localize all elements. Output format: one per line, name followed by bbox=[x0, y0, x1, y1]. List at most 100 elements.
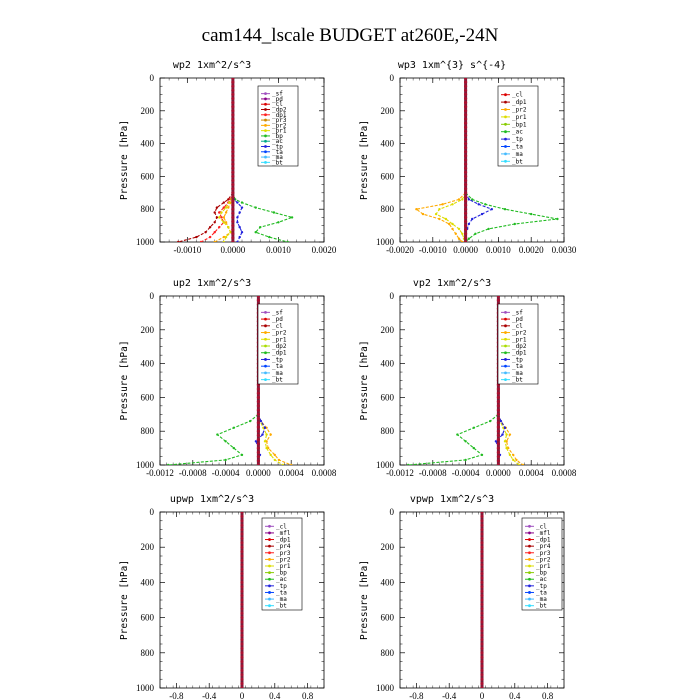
legend-marker-pd bbox=[264, 317, 267, 321]
zero-line-marker bbox=[256, 459, 260, 463]
x-tick-label: 0.0000 bbox=[221, 245, 246, 255]
zero-line-marker bbox=[240, 611, 244, 615]
zero-line-marker bbox=[231, 80, 235, 84]
zero-line-marker bbox=[480, 673, 484, 677]
zero-line-marker bbox=[256, 454, 260, 459]
legend-label-ta: _ta bbox=[272, 363, 283, 370]
series-point-pr1 bbox=[229, 231, 232, 234]
zero-line-marker bbox=[240, 558, 244, 563]
zero-line-marker bbox=[231, 240, 235, 242]
zero-line-marker bbox=[480, 602, 484, 607]
x-tick-label: -0.4 bbox=[202, 691, 217, 700]
zero-line-marker bbox=[464, 207, 468, 211]
series-point-pr1 bbox=[273, 458, 276, 462]
legend-label-tp: _tp bbox=[512, 356, 523, 363]
legend-marker-pr1 bbox=[268, 564, 271, 568]
zero-line-marker bbox=[240, 532, 244, 536]
legend-label-pr1: _pr1 bbox=[536, 563, 551, 570]
zero-line-marker bbox=[464, 203, 468, 207]
legend-label-tp: _tp bbox=[512, 136, 523, 143]
series-point-tp bbox=[238, 226, 241, 229]
zero-line-marker bbox=[240, 651, 244, 655]
y-tick-label: 600 bbox=[381, 171, 395, 181]
series-line-bp bbox=[232, 192, 294, 242]
zero-line-marker bbox=[256, 395, 260, 399]
series-point-tp bbox=[240, 231, 244, 234]
zero-line-marker bbox=[496, 408, 500, 412]
series-line-ac bbox=[465, 192, 558, 242]
zero-line-marker bbox=[496, 463, 500, 465]
zero-line-marker bbox=[256, 298, 260, 302]
y-tick-label: 0 bbox=[390, 291, 395, 301]
y-tick-label: 800 bbox=[381, 204, 395, 214]
series-point-dp1 bbox=[224, 440, 227, 443]
legend-marker-pr2 bbox=[528, 557, 531, 561]
series-line-pr2 bbox=[214, 192, 234, 242]
zero-line-marker bbox=[464, 195, 468, 199]
x-tick-label: 0.0000 bbox=[453, 245, 478, 255]
legend-marker-cl bbox=[504, 93, 507, 97]
y-tick-label: 200 bbox=[381, 106, 395, 116]
y-tick-label: 600 bbox=[141, 613, 155, 623]
series-point-pr2 bbox=[441, 203, 444, 206]
zero-line-marker bbox=[231, 121, 235, 125]
series-point-ac bbox=[474, 232, 477, 235]
series-point-bp bbox=[259, 226, 262, 229]
legend-label-pd: _pd bbox=[272, 316, 283, 323]
zero-line-marker bbox=[464, 232, 468, 236]
legend-label-dp1: _dp1 bbox=[272, 350, 287, 357]
series-point-pr2 bbox=[222, 216, 225, 219]
zero-line-marker bbox=[480, 660, 484, 664]
legend-marker-bp bbox=[528, 571, 531, 575]
legend-label-pr2: _pr2 bbox=[276, 556, 291, 563]
zero-line-marker bbox=[256, 433, 260, 438]
legend-box bbox=[257, 303, 299, 385]
y-tick-label: 400 bbox=[141, 359, 155, 369]
legend-label-pr2: _pr2 bbox=[512, 330, 527, 337]
legend-label-tp: _tp bbox=[272, 356, 283, 363]
legend-marker-tp bbox=[268, 584, 271, 588]
y-tick-label: 600 bbox=[381, 392, 395, 402]
series-line-pr2 bbox=[497, 414, 524, 465]
zero-line-marker bbox=[231, 236, 235, 240]
series-point-pr1 bbox=[228, 201, 231, 204]
panels: wp2 1xm^2/s^3 Pressure [hPa] 0 200 400 600 800… bbox=[119, 60, 577, 700]
legend-label-ta: _ta bbox=[536, 589, 547, 596]
series-point-dp1 bbox=[232, 426, 235, 429]
y-tick-label: 200 bbox=[141, 325, 155, 335]
y-tick-label: 1000 bbox=[376, 460, 395, 470]
legend-marker-pr1 bbox=[264, 129, 267, 133]
x-tick-label: 0.0030 bbox=[552, 245, 577, 255]
legend-label-bp: _bp bbox=[276, 570, 287, 577]
x-tick-label: -0.0004 bbox=[212, 468, 240, 478]
series-point-pr1 bbox=[517, 463, 521, 465]
zero-line-marker bbox=[464, 84, 468, 88]
y-axis-label: Pressure [hPa] bbox=[119, 560, 130, 640]
zero-line-marker bbox=[231, 92, 235, 96]
zero-line-marker bbox=[231, 170, 235, 174]
y-tick-label: 1000 bbox=[136, 237, 155, 247]
legend-label-dp2: _dp2 bbox=[272, 343, 287, 350]
series-point-pr1 bbox=[451, 222, 454, 226]
zero-line-marker bbox=[464, 240, 468, 242]
x-tick-label: 0.8 bbox=[302, 691, 314, 700]
zero-line-marker bbox=[240, 664, 244, 668]
legend-marker-sf bbox=[264, 310, 267, 314]
zero-line-marker bbox=[496, 391, 500, 395]
x-tick-label: 0.0008 bbox=[552, 468, 577, 478]
panel-title: wp2 1xm^2/s^3 bbox=[173, 60, 251, 71]
series-point-pr2 bbox=[227, 206, 230, 209]
legend-label-cl: _cl bbox=[512, 323, 523, 330]
legend-label-pr3: _pr3 bbox=[272, 117, 287, 124]
series-point-bp bbox=[272, 211, 276, 214]
zero-line-marker bbox=[464, 88, 468, 92]
plot-frame bbox=[159, 77, 325, 243]
zero-line-marker bbox=[480, 541, 484, 545]
series-point-dp1 bbox=[218, 211, 221, 214]
legend-marker-pr2 bbox=[504, 331, 507, 334]
series-point-pr1 bbox=[224, 206, 228, 209]
legend-marker-pr3 bbox=[268, 551, 271, 555]
panel-3: up2 1xm^2/s^3 Pressure [hPa] 0 200 400 600 800… bbox=[119, 278, 337, 478]
zero-line-marker bbox=[480, 655, 484, 659]
series-point-pr2 bbox=[277, 458, 281, 462]
